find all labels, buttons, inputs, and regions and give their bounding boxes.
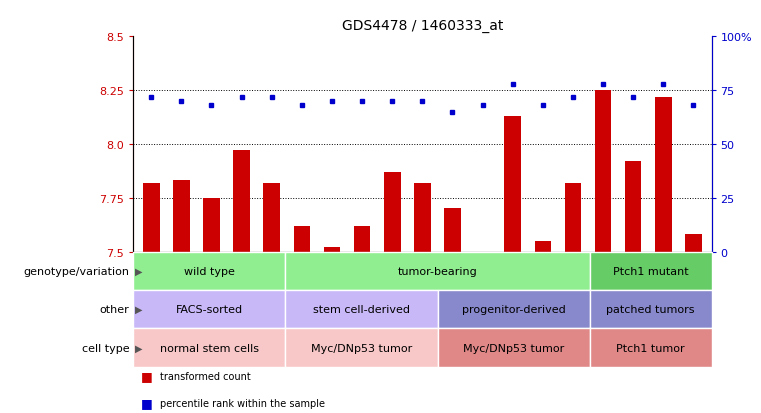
Bar	[655, 97, 672, 252]
Bar	[685, 235, 702, 252]
Text: Myc/DNp53 tumor: Myc/DNp53 tumor	[310, 343, 412, 353]
Text: other: other	[100, 304, 129, 314]
Bar	[354, 226, 371, 252]
Bar	[625, 162, 642, 252]
Bar	[534, 241, 551, 252]
Bar	[565, 183, 581, 252]
Title: GDS4478 / 1460333_at: GDS4478 / 1460333_at	[342, 19, 503, 33]
Bar	[173, 181, 189, 252]
Text: stem cell-derived: stem cell-derived	[313, 304, 410, 314]
Text: ■: ■	[141, 369, 152, 382]
Text: normal stem cells: normal stem cells	[160, 343, 259, 353]
Bar	[143, 183, 160, 252]
Text: cell type: cell type	[81, 343, 129, 353]
Text: Ptch1 mutant: Ptch1 mutant	[613, 266, 689, 276]
Text: ▶: ▶	[135, 266, 142, 276]
Text: Ptch1 tumor: Ptch1 tumor	[616, 343, 685, 353]
Bar	[294, 226, 310, 252]
Bar	[263, 183, 280, 252]
Text: Myc/DNp53 tumor: Myc/DNp53 tumor	[463, 343, 565, 353]
Text: ■: ■	[141, 396, 152, 409]
Text: patched tumors: patched tumors	[607, 304, 695, 314]
Text: wild type: wild type	[184, 266, 234, 276]
Text: percentile rank within the sample: percentile rank within the sample	[160, 398, 325, 408]
Text: ▶: ▶	[135, 304, 142, 314]
Text: transformed count: transformed count	[160, 371, 250, 381]
Text: progenitor-derived: progenitor-derived	[462, 304, 565, 314]
Bar	[414, 183, 431, 252]
Bar	[234, 151, 250, 252]
Text: ▶: ▶	[135, 343, 142, 353]
Bar	[323, 248, 340, 252]
Bar	[444, 209, 460, 252]
Bar	[384, 173, 400, 252]
Bar	[595, 91, 611, 252]
Text: genotype/variation: genotype/variation	[24, 266, 129, 276]
Text: FACS-sorted: FACS-sorted	[176, 304, 243, 314]
Bar	[505, 116, 521, 252]
Bar	[203, 198, 220, 252]
Text: tumor-bearing: tumor-bearing	[398, 266, 477, 276]
